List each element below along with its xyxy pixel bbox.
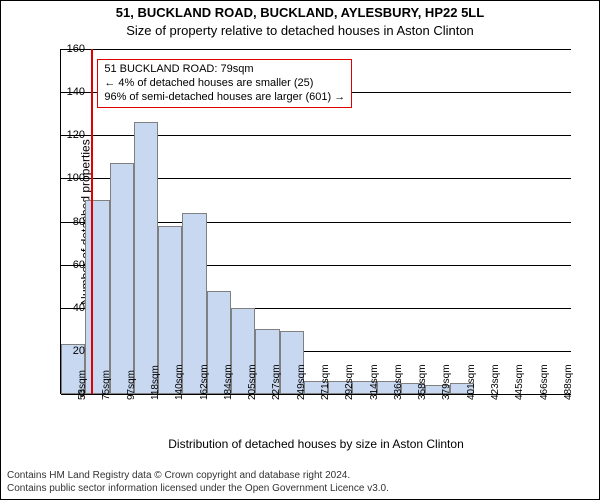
y-tick-label: 40 <box>45 302 85 314</box>
chart-container: 51, BUCKLAND ROAD, BUCKLAND, AYLESBURY, … <box>0 0 600 500</box>
x-tick-label: 488sqm <box>563 364 574 400</box>
chart-subtitle: Size of property relative to detached ho… <box>1 23 599 38</box>
y-tick-label: 100 <box>45 172 85 184</box>
x-tick-label: 445sqm <box>514 364 525 400</box>
x-tick-label: 401sqm <box>466 364 477 400</box>
footer-line-1: Contains HM Land Registry data © Crown c… <box>7 470 350 481</box>
y-tick-label: 160 <box>45 43 85 55</box>
x-tick-label: 162sqm <box>199 364 210 400</box>
x-tick-label: 379sqm <box>441 364 452 400</box>
footer-attribution: Contains HM Land Registry data © Crown c… <box>7 469 593 495</box>
y-tick-label: 60 <box>45 259 85 271</box>
annotation-line-2: ← 4% of detached houses are smaller (25) <box>104 77 345 91</box>
x-axis-label: Distribution of detached houses by size … <box>61 437 571 451</box>
x-tick-label: 423sqm <box>490 364 501 400</box>
footer-line-2: Contains public sector information licen… <box>7 483 389 494</box>
histogram-bar <box>134 122 158 394</box>
y-tick-label: 120 <box>45 129 85 141</box>
x-tick-label: 97sqm <box>126 370 137 400</box>
annotation-line-1: 51 BUCKLAND ROAD: 79sqm <box>104 63 345 77</box>
x-tick-label: 227sqm <box>271 364 282 400</box>
chart-title: 51, BUCKLAND ROAD, BUCKLAND, AYLESBURY, … <box>1 5 599 20</box>
x-tick-label: 53sqm <box>77 370 88 400</box>
x-tick-label: 184sqm <box>223 364 234 400</box>
y-tick-label: 80 <box>45 216 85 228</box>
histogram-bar <box>85 200 109 394</box>
x-tick-label: 314sqm <box>369 364 380 400</box>
x-tick-label: 249sqm <box>296 364 307 400</box>
annotation-line-3: 96% of semi-detached houses are larger (… <box>104 91 345 105</box>
y-tick-label: 20 <box>45 345 85 357</box>
x-tick-label: 140sqm <box>174 364 185 400</box>
annotation-box: 51 BUCKLAND ROAD: 79sqm← 4% of detached … <box>97 59 352 108</box>
x-tick-label: 271sqm <box>320 364 331 400</box>
x-tick-label: 75sqm <box>101 370 112 400</box>
x-tick-label: 336sqm <box>393 364 404 400</box>
x-tick-label: 466sqm <box>539 364 550 400</box>
histogram-bar <box>110 163 134 394</box>
x-tick-label: 358sqm <box>417 364 428 400</box>
x-tick-label: 118sqm <box>150 365 161 400</box>
x-tick-label: 205sqm <box>247 364 258 400</box>
y-tick-label: 140 <box>45 86 85 98</box>
x-tick-label: 292sqm <box>344 364 355 400</box>
reference-line <box>91 49 93 394</box>
gridline <box>61 49 571 50</box>
